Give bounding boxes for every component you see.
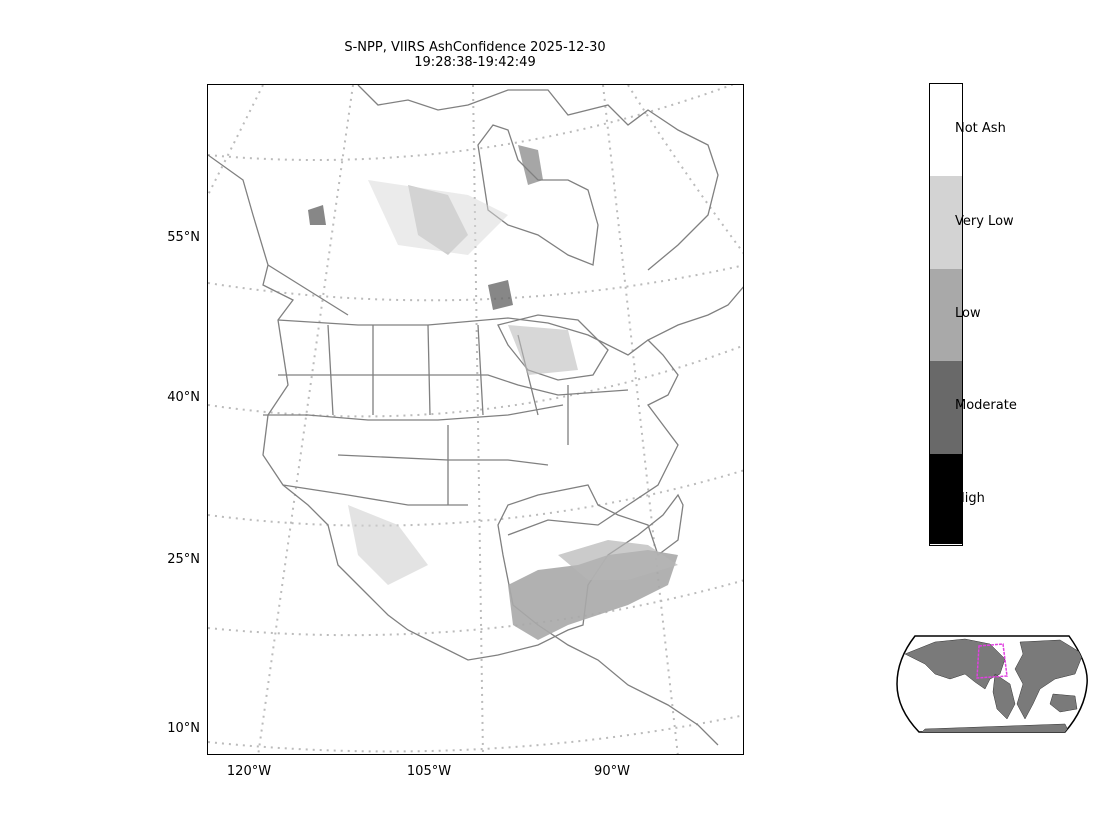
colorbar-label-moderate: Moderate [955,398,1017,413]
globe-locator-inset [896,635,1088,733]
colorbar-segment-low [930,269,962,361]
colorbar-label-high: High [955,491,985,506]
colorbar-segment-high [930,454,962,544]
colorbar-segment-moderate [930,361,962,454]
lon-label-120w: 120°W [226,764,272,779]
lat-label-40n: 40°N [167,390,200,405]
lon-label-105w: 105°W [406,764,452,779]
lat-label-55n: 55°N [167,230,200,245]
coastlines [208,85,743,746]
lat-label-10n: 10°N [167,721,200,736]
colorbar-segment-not-ash [930,84,962,176]
colorbar-label-not-ash: Not Ash [955,121,1006,136]
ash-detections [308,145,678,640]
domain-box [976,643,1008,679]
colorbar [929,83,963,546]
title-line-1: S-NPP, VIIRS AshConfidence 2025-12-30 [344,40,606,55]
map-panel [207,84,744,755]
title-line-2: 19:28:38-19:42:49 [414,55,536,70]
colorbar-segment-very-low [930,176,962,269]
map-title: S-NPP, VIIRS AshConfidence 2025-12-30 19… [275,40,675,70]
colorbar-label-very-low: Very Low [955,214,1014,229]
lat-label-25n: 25°N [167,552,200,567]
graticule [208,85,743,754]
colorbar-label-low: Low [955,306,981,321]
map-canvas [208,85,743,754]
lon-label-90w: 90°W [594,764,630,779]
